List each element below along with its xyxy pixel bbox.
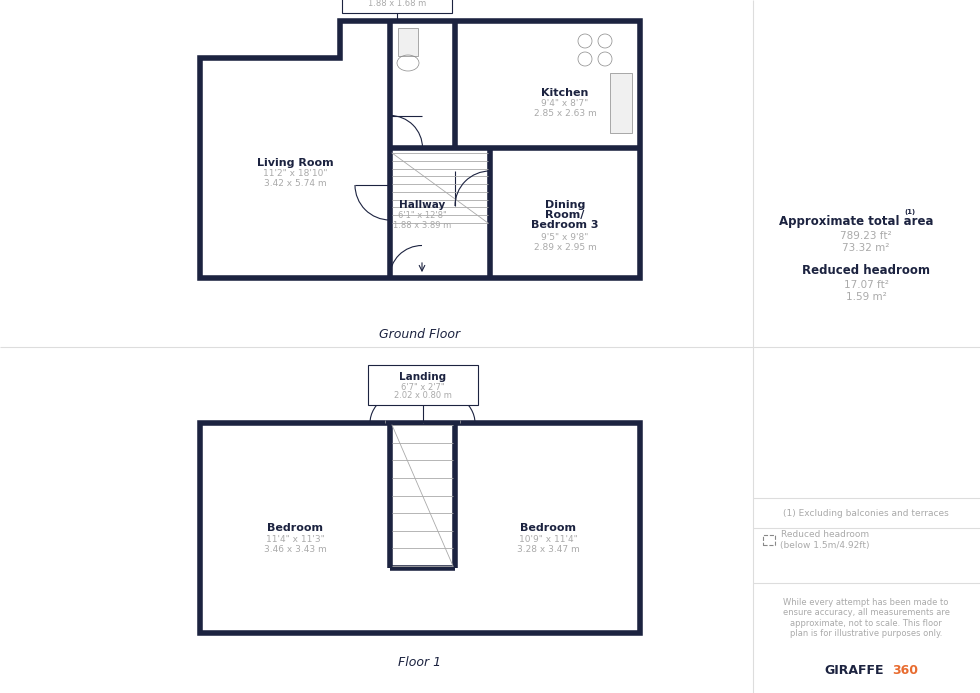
Text: 1.59 m²: 1.59 m² xyxy=(846,292,886,302)
Text: 6'7" x 2'7": 6'7" x 2'7" xyxy=(401,383,444,392)
Bar xyxy=(342,0,452,13)
Text: 10'9" x 11'4": 10'9" x 11'4" xyxy=(518,534,577,543)
Text: 1.88 x 3.89 m: 1.88 x 3.89 m xyxy=(393,220,451,229)
Text: Living Room: Living Room xyxy=(257,158,333,168)
Text: (1) Excluding balconies and terraces: (1) Excluding balconies and terraces xyxy=(783,509,949,518)
Text: 3.46 x 3.43 m: 3.46 x 3.43 m xyxy=(264,545,326,554)
Text: Approximate total area: Approximate total area xyxy=(779,215,933,227)
Polygon shape xyxy=(200,21,640,278)
Text: GIRAFFE: GIRAFFE xyxy=(824,665,884,678)
Text: 2.85 x 2.63 m: 2.85 x 2.63 m xyxy=(534,109,597,119)
Text: Hallway: Hallway xyxy=(399,200,445,210)
Text: While every attempt has been made to
ensure accuracy, all measurements are
appro: While every attempt has been made to ens… xyxy=(782,598,950,638)
Text: Bedroom 3: Bedroom 3 xyxy=(531,220,599,230)
Text: Dining: Dining xyxy=(545,200,585,210)
Text: (1): (1) xyxy=(904,209,915,215)
Bar xyxy=(398,28,418,56)
Text: 2.02 x 0.80 m: 2.02 x 0.80 m xyxy=(394,392,452,401)
Text: Reduced headroom: Reduced headroom xyxy=(802,265,930,277)
Text: 73.32 m²: 73.32 m² xyxy=(843,243,890,253)
Text: Bedroom: Bedroom xyxy=(267,523,323,533)
Text: 2.89 x 2.95 m: 2.89 x 2.95 m xyxy=(534,243,597,252)
Text: Reduced headroom
(below 1.5m/4.92ft): Reduced headroom (below 1.5m/4.92ft) xyxy=(780,530,869,550)
Text: Ground Floor: Ground Floor xyxy=(379,328,461,342)
Text: 1.88 x 1.68 m: 1.88 x 1.68 m xyxy=(368,0,426,8)
Text: 9'4" x 8'7": 9'4" x 8'7" xyxy=(541,100,589,109)
Text: 360: 360 xyxy=(892,665,918,678)
Text: 11'4" x 11'3": 11'4" x 11'3" xyxy=(266,534,324,543)
Bar xyxy=(200,423,640,633)
Text: Landing: Landing xyxy=(399,372,446,382)
Text: Floor 1: Floor 1 xyxy=(399,656,442,669)
Text: Kitchen: Kitchen xyxy=(541,88,589,98)
Text: Room/: Room/ xyxy=(545,210,585,220)
Bar xyxy=(610,73,632,133)
Text: 17.07 ft²: 17.07 ft² xyxy=(844,280,889,290)
Text: Bedroom: Bedroom xyxy=(520,523,576,533)
Bar xyxy=(763,535,775,545)
Text: 789.23 ft²: 789.23 ft² xyxy=(840,231,892,241)
Text: 3.42 x 5.74 m: 3.42 x 5.74 m xyxy=(264,179,326,188)
Text: 9'5" x 9'8": 9'5" x 9'8" xyxy=(541,232,589,241)
Text: 11'2" x 18'10": 11'2" x 18'10" xyxy=(263,170,327,179)
Text: 3.28 x 3.47 m: 3.28 x 3.47 m xyxy=(516,545,579,554)
Bar xyxy=(368,365,477,405)
Text: 6'1" x 12'8": 6'1" x 12'8" xyxy=(398,211,446,220)
